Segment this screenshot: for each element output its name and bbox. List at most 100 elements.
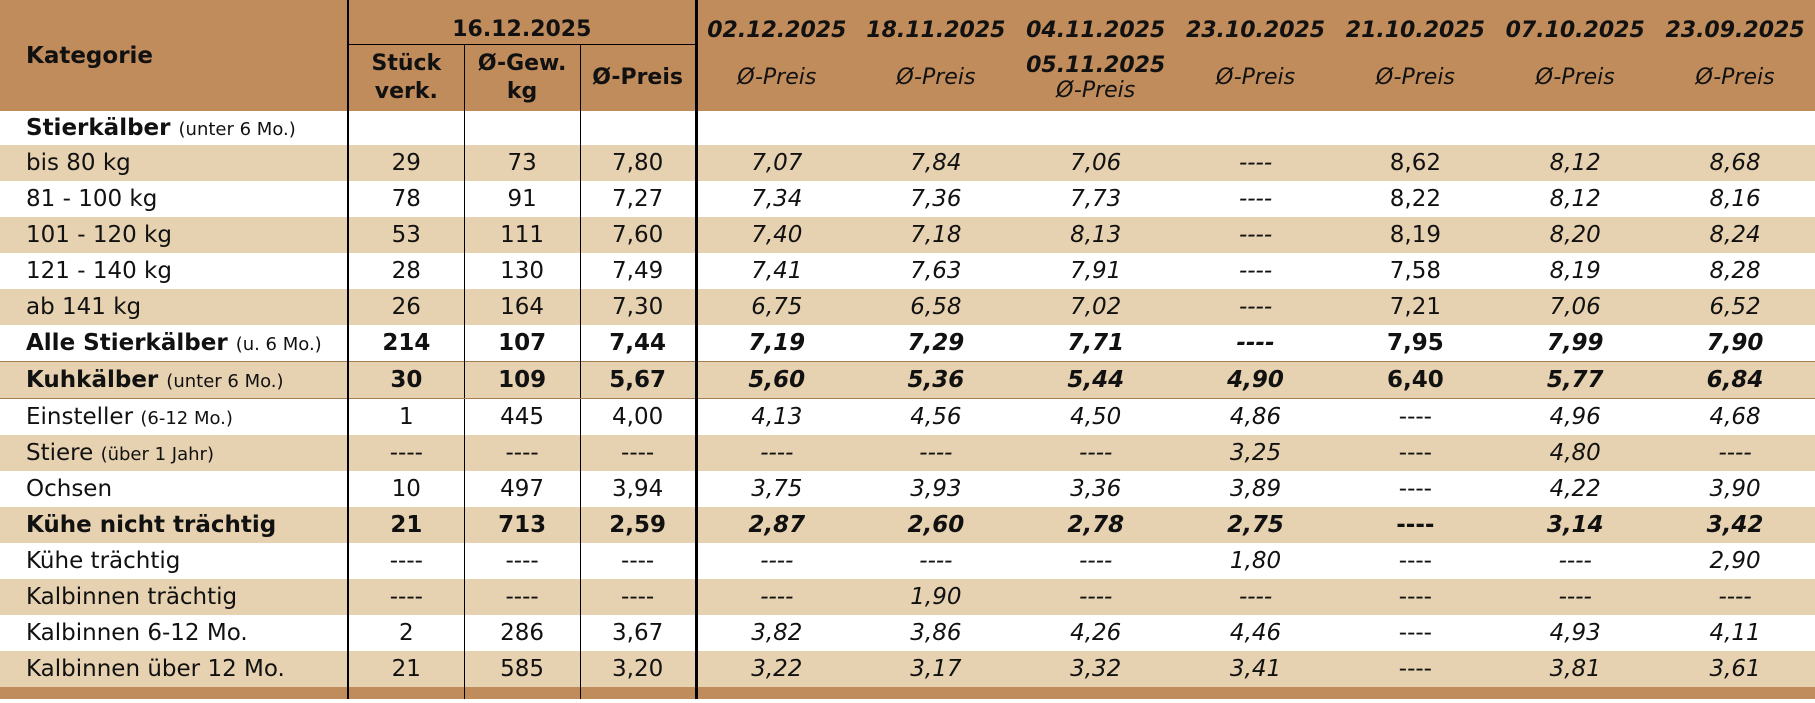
hist-date-header: 23.10.2025: [1175, 0, 1336, 45]
category-cell: 121 - 140 kg: [0, 253, 349, 289]
category-cell: Kühe trächtig: [0, 543, 349, 579]
hist-value-cell: 3,22: [694, 651, 856, 687]
hist-value-cell: ----: [1175, 253, 1336, 289]
hist-preis-header: Ø-Preis: [694, 44, 856, 111]
current-value-cell: 445: [463, 398, 581, 435]
current-value-cell: 713: [463, 507, 581, 543]
hist-value-cell: 3,17: [855, 651, 1016, 687]
current-value-cell: 130: [463, 253, 581, 289]
hist-value-cell: 8,68: [1655, 145, 1815, 181]
hist-value-cell: 7,19: [694, 325, 856, 362]
category-name: 121 - 140 kg: [26, 258, 172, 284]
hist-value-cell: ----: [1495, 543, 1656, 579]
hist-value-cell: 8,28: [1655, 253, 1815, 289]
hist-value-cell: 8,12: [1495, 145, 1656, 181]
category-name: Alle Stierkälber: [26, 330, 228, 356]
hist-value-cell: 7,34: [694, 181, 856, 217]
hist-value-cell: 3,25: [1175, 435, 1336, 471]
hist-value-cell: 6,40: [1335, 361, 1496, 399]
hist-value-cell: 7,84: [855, 145, 1016, 181]
current-value-cell: 4,00: [579, 398, 697, 435]
hist-value-cell: ----: [694, 579, 856, 615]
hist-value-cell: 7,21: [1335, 289, 1496, 325]
category-name: Kalbinnen 6-12 Mo.: [26, 620, 248, 646]
table-row: Kuhkälber (unter 6 Mo.) 30 109 5,67 5,60 5,36…: [0, 361, 1815, 399]
table-row: Stiere (über 1 Jahr) ---- ---- ---- ---- ----…: [0, 435, 1815, 471]
category-name: Einsteller: [26, 404, 134, 430]
current-value-cell: 26: [347, 289, 465, 325]
current-value-cell: 7,27: [579, 181, 697, 217]
category-cell: ab 141 kg: [0, 289, 349, 325]
category-name: Kühe trächtig: [26, 548, 181, 574]
table-row: 121 - 140 kg 28 130 7,49 7,41 7,63 7,91 ---- 7,5…: [0, 253, 1815, 289]
hist-value-cell: 7,07: [694, 145, 856, 181]
category-note: (unter 6 Mo.): [178, 119, 296, 140]
table-row: Alle Stierkälber (u. 6 Mo.) 214 107 7,44 7,1…: [0, 325, 1815, 362]
hist-preis-header: Ø-Preis: [1335, 44, 1496, 111]
current-value-cell: 78: [347, 181, 465, 217]
hist-value-cell: 1,80: [1175, 543, 1336, 579]
hist-value-cell: 3,90: [1655, 471, 1815, 507]
current-value-cell: ----: [463, 579, 581, 615]
hist-value-cell: ----: [1335, 651, 1496, 687]
hist-value-cell: 7,36: [855, 181, 1016, 217]
current-value-cell: 7,30: [579, 289, 697, 325]
hist-value-cell: ----: [1015, 579, 1176, 615]
hist-value-cell: 5,36: [855, 361, 1016, 399]
category-name: Kalbinnen über 12 Mo.: [26, 656, 285, 682]
hist-value-cell: 2,60: [855, 507, 1016, 543]
category-cell: Kalbinnen 6-12 Mo.: [0, 615, 349, 651]
hist-date-header: 02.12.2025: [694, 0, 856, 45]
hist-value-cell: 8,62: [1335, 145, 1496, 181]
hist-value-cell: 8,20: [1495, 217, 1656, 253]
hist-value-cell: ----: [1335, 507, 1496, 543]
hist-value-cell: ----: [1335, 543, 1496, 579]
category-cell: 81 - 100 kg: [0, 181, 349, 217]
category-name: Ochsen: [26, 476, 113, 502]
hist-value-cell: 3,86: [855, 615, 1016, 651]
category-name: 101 - 120 kg: [26, 222, 172, 248]
current-value-cell: 3,94: [579, 471, 697, 507]
hist-value-cell: [1335, 111, 1496, 145]
hist-value-cell: 4,90: [1175, 361, 1336, 399]
category-cell: 101 - 120 kg: [0, 217, 349, 253]
hist-value-cell: 2,78: [1015, 507, 1176, 543]
current-value-cell: 7,60: [579, 217, 697, 253]
hist-value-cell: 3,82: [694, 615, 856, 651]
current-value-cell: 53: [347, 217, 465, 253]
current-value-cell: 214: [347, 325, 465, 362]
current-value-cell: ----: [463, 435, 581, 471]
hist-value-cell: ----: [1335, 435, 1496, 471]
category-note: (u. 6 Mo.): [235, 334, 322, 355]
hist-value-cell: [694, 111, 856, 145]
hist-value-cell: 4,80: [1495, 435, 1656, 471]
hist-preis-header: Ø-Preis: [1175, 44, 1336, 111]
current-value-cell: 286: [463, 615, 581, 651]
hist-value-cell: 7,18: [855, 217, 1016, 253]
hist-value-cell: 8,22: [1335, 181, 1496, 217]
current-value-cell: 164: [463, 289, 581, 325]
hist-value-cell: ----: [1175, 181, 1336, 217]
hist-value-cell: [1015, 111, 1176, 145]
hist-value-cell: ----: [1335, 471, 1496, 507]
current-value-cell: 7,80: [579, 145, 697, 181]
table-row: Stierkälber (unter 6 Mo.): [0, 111, 1815, 145]
hist-preis-header-alt: 05.11.2025 Ø-Preis: [1015, 44, 1176, 111]
hist-value-cell: 3,81: [1495, 651, 1656, 687]
current-value-cell: ----: [347, 435, 465, 471]
hist-value-cell: 4,96: [1495, 398, 1656, 435]
hist-value-cell: 6,58: [855, 289, 1016, 325]
hist-value-cell: 7,71: [1015, 325, 1176, 362]
hist-value-cell: ----: [1175, 289, 1336, 325]
table-row: Kalbinnen trächtig ---- ---- ---- ---- 1,90 --…: [0, 579, 1815, 615]
table-row: ab 141 kg 26 164 7,30 6,75 6,58 7,02 ---- 7,21 7,…: [0, 289, 1815, 325]
category-cell: Stierkälber (unter 6 Mo.): [0, 111, 349, 145]
hist-value-cell: 3,93: [855, 471, 1016, 507]
category-cell: Kuhkälber (unter 6 Mo.): [0, 361, 349, 399]
hist-value-cell: 2,87: [694, 507, 856, 543]
category-name: 81 - 100 kg: [26, 186, 158, 212]
hist-date-header: 04.11.2025: [1015, 0, 1176, 45]
hist-value-cell: [1175, 111, 1336, 145]
hist-value-cell: 7,63: [855, 253, 1016, 289]
hist-value-cell: 7,40: [694, 217, 856, 253]
